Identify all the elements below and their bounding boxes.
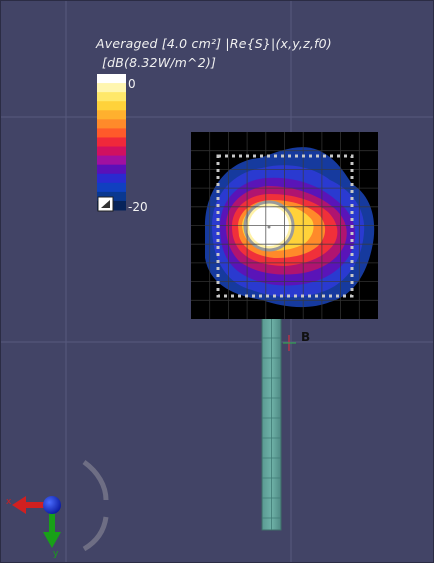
field-heatmap[interactable]	[191, 132, 378, 319]
legend-title: Averaged [4.0 cm²] |Re{S}|(x,y,z,f0)	[96, 36, 332, 51]
colorbar-segment	[97, 74, 126, 84]
colorbar-segment	[97, 101, 126, 111]
axis-y-label: y	[53, 549, 59, 559]
axis-x-label: x	[6, 497, 12, 507]
legend-max-label: 0	[128, 77, 136, 91]
probe-marker[interactable]	[283, 335, 296, 351]
colorbar-segment	[97, 92, 126, 102]
colorbar-segment	[97, 146, 126, 157]
colorbar-handle[interactable]	[97, 196, 114, 212]
colorbar-segment	[97, 119, 126, 129]
marker-label: B	[301, 330, 311, 344]
feed-line[interactable]	[261, 317, 282, 531]
colorbar-segment	[97, 110, 126, 120]
colorbar-segment	[97, 182, 126, 193]
colorbar-segment	[97, 173, 126, 184]
legend-min-label: -20	[128, 200, 148, 214]
colorbar-segment	[97, 83, 126, 93]
colorbar	[97, 74, 126, 211]
legend-unit: [dB(8.32W/m^2)]	[102, 55, 217, 70]
colorbar-segment	[97, 128, 126, 138]
colorbar-segment	[97, 137, 126, 148]
orientation-gizmo[interactable]	[12, 459, 109, 552]
colorbar-segment	[97, 155, 126, 166]
colorbar-segment	[97, 164, 126, 175]
